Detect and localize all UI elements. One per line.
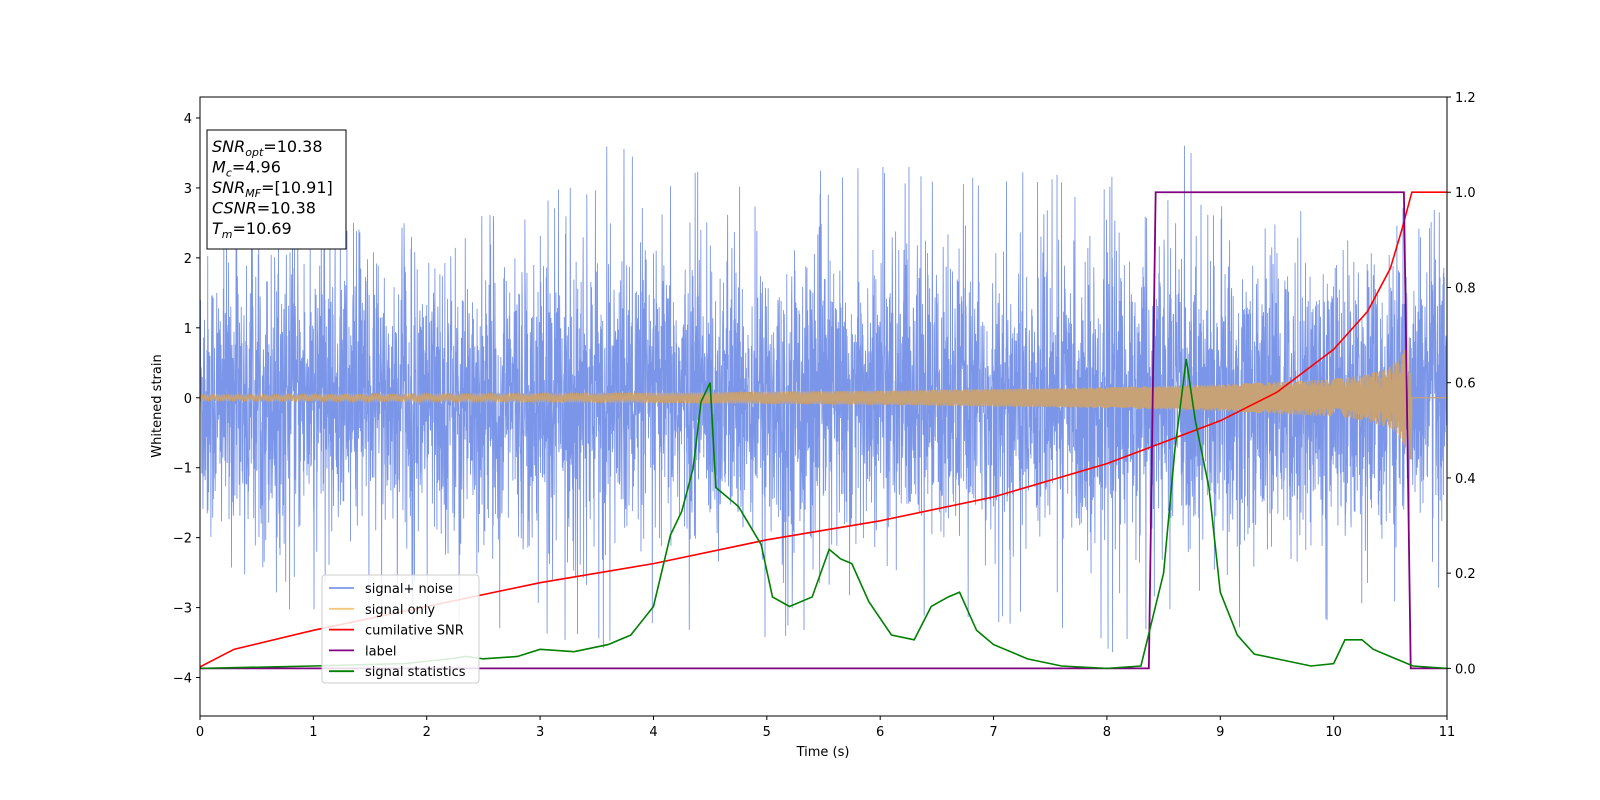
x-tick-label: 0 <box>196 725 204 740</box>
signal-noise-series <box>200 145 1447 653</box>
y-tick-label: 3 <box>184 182 192 197</box>
y-axis-ticks: 4 3 2 1 0 −1 −2 −3 −4 <box>173 112 200 687</box>
x-tick-label: 6 <box>876 725 884 740</box>
legend-frame <box>321 574 480 684</box>
y2-tick-label: 0.0 <box>1455 662 1476 677</box>
annotation-frame <box>206 129 347 250</box>
legend-entry: cumilative SNR <box>365 624 464 639</box>
x-tick-label: 9 <box>1216 725 1224 740</box>
signal-only-line <box>200 337 1447 460</box>
x-tick-label: 7 <box>989 725 997 740</box>
annotation-box: SNRopt=10.38Mc=4.96SNRMF=[10.91]CSNR=10.… <box>206 129 347 250</box>
x-tick-label: 10 <box>1325 725 1342 740</box>
signal-statistics-line <box>200 358 1447 670</box>
x-tick-label: 1 <box>309 725 317 740</box>
signal-noise-line <box>200 145 1447 653</box>
signal-only-series <box>200 337 1447 460</box>
label-series <box>200 191 1447 670</box>
annotation-line: Mc=4.96 <box>212 158 281 180</box>
x-tick-label: 5 <box>763 725 771 740</box>
annotation-line: CSNR=10.38 <box>212 199 316 218</box>
signal-statistics-series <box>200 358 1447 670</box>
legend-entry: signal only <box>365 603 435 618</box>
y2-tick-label: 0.4 <box>1455 472 1476 487</box>
x-tick-label: 4 <box>649 725 657 740</box>
y-tick-label: 4 <box>184 112 192 127</box>
y-tick-label: −4 <box>173 672 192 687</box>
x-axis-label: Time (s) <box>796 745 850 760</box>
x-tick-label: 11 <box>1439 725 1456 740</box>
y-tick-label: −1 <box>173 462 192 477</box>
annotation-line: Tm=10.69 <box>212 219 292 241</box>
annotation-line: SNRopt=10.38 <box>212 137 323 159</box>
x-tick-label: 3 <box>536 725 544 740</box>
label-line <box>200 191 1447 670</box>
y-tick-label: −2 <box>173 532 192 547</box>
annotation-line: SNRMF=[10.91] <box>212 178 333 200</box>
x-tick-label: 2 <box>423 725 431 740</box>
y2-tick-label: 1.0 <box>1455 186 1476 201</box>
y2-tick-label: 0.6 <box>1455 377 1476 392</box>
y2-tick-label: 0.2 <box>1455 567 1476 582</box>
legend-entry: signal+ noise <box>365 582 453 597</box>
x-axis-ticks: 0 1 2 3 4 5 6 7 8 9 10 11 <box>196 716 1455 740</box>
y2-tick-label: 1.2 <box>1455 91 1476 106</box>
legend-entry: label <box>365 644 396 659</box>
y-axis-label: Whitened strain <box>150 354 165 457</box>
y2-tick-label: 0.8 <box>1455 281 1476 296</box>
y2-axis-ticks: 1.2 1.0 0.8 0.6 0.4 0.2 0.0 <box>1447 91 1476 677</box>
x-tick-label: 8 <box>1103 725 1111 740</box>
y-tick-label: 2 <box>184 252 192 267</box>
legend-entry: signal statistics <box>365 665 466 680</box>
legend: signal+ noise signal only cumilative SNR la… <box>321 574 480 684</box>
y-tick-label: 0 <box>184 392 192 407</box>
y-tick-label: 1 <box>184 322 192 337</box>
plot-frame <box>199 96 1448 717</box>
y-tick-label: −3 <box>173 602 192 617</box>
